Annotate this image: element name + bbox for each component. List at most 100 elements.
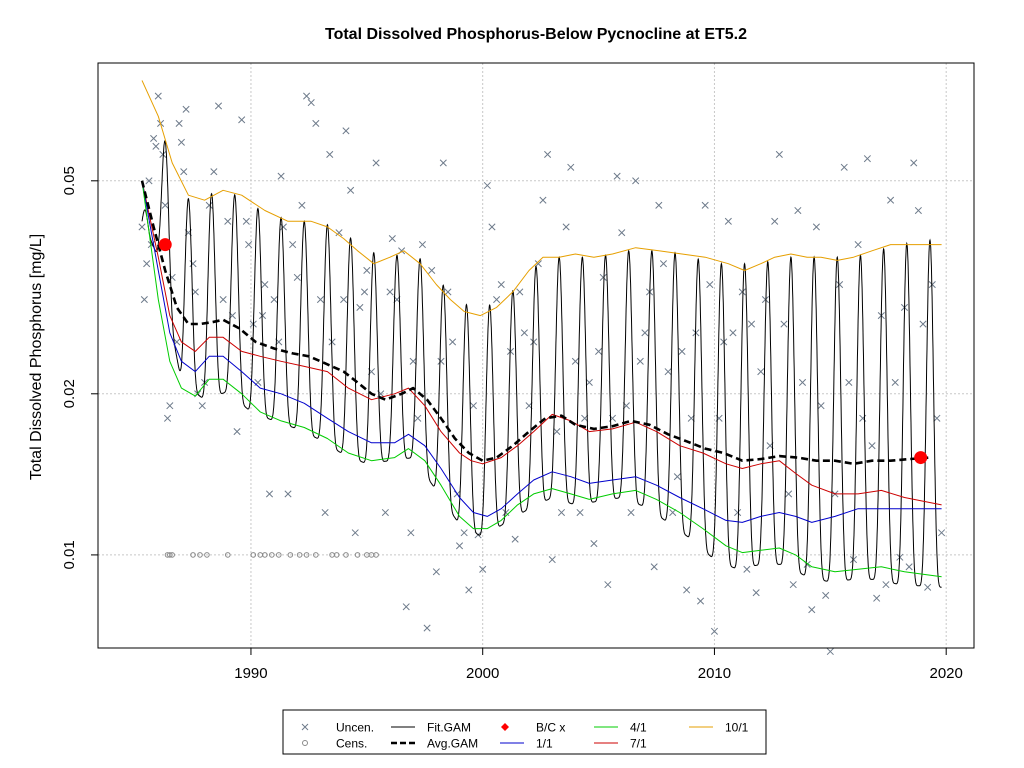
uncensored-point xyxy=(632,177,640,185)
x-tick-label: 2000 xyxy=(466,665,499,682)
uncensored-point xyxy=(284,490,292,498)
uncensored-point xyxy=(347,186,355,194)
uncensored-point xyxy=(822,591,830,599)
censored-point xyxy=(275,552,282,558)
bc-point xyxy=(914,451,928,465)
uncensored-point xyxy=(460,529,468,537)
uncensored-point xyxy=(150,134,158,142)
plot-frame xyxy=(97,62,975,649)
uncensored-point xyxy=(326,150,334,159)
uncensored-point xyxy=(701,201,709,209)
uncensored-point xyxy=(567,163,575,171)
uncensored-point xyxy=(191,288,199,296)
chart-title: Total Dissolved Phosphorus-Below Pycnocl… xyxy=(325,26,747,43)
uncensored-point xyxy=(734,508,742,517)
y-axis-label: Total Dissolved Phosphorus [mg/L] xyxy=(28,234,45,480)
uncensored-point xyxy=(439,159,447,167)
uncensored-point xyxy=(233,428,241,436)
legend-label-bc: B/C x xyxy=(536,721,565,735)
uncensored-point xyxy=(321,508,329,517)
uncensored-point xyxy=(242,217,250,225)
uncensored-point xyxy=(245,241,253,249)
censored-point xyxy=(287,552,294,558)
uncensored-point xyxy=(849,556,858,564)
censored-point xyxy=(303,552,310,558)
bc-point xyxy=(158,238,172,252)
uncensored-point xyxy=(261,280,269,289)
series-lines xyxy=(140,80,942,588)
uncensored-point xyxy=(544,150,552,159)
uncensored-point xyxy=(293,273,301,281)
censored-point xyxy=(167,552,173,558)
uncensored-point xyxy=(437,357,445,365)
uncensored-point xyxy=(604,581,612,589)
uncensored-point xyxy=(312,119,320,127)
uncensored-point xyxy=(154,92,162,100)
uncensored-point xyxy=(449,338,457,346)
censored-points xyxy=(164,552,379,558)
uncensored-point xyxy=(488,223,496,231)
uncensored-point xyxy=(743,565,751,573)
uncensored-point xyxy=(808,606,816,614)
uncensored-point xyxy=(469,402,477,410)
uncensored-point xyxy=(557,508,566,517)
uncensored-point xyxy=(145,177,153,185)
uncensored-point xyxy=(205,201,213,209)
uncensored-point xyxy=(175,119,183,127)
uncensored-point xyxy=(152,142,160,150)
uncensored-point xyxy=(599,273,607,281)
uncensored-point xyxy=(738,288,746,296)
uncensored-point xyxy=(873,594,881,602)
uncensored-point xyxy=(143,260,151,268)
uncensored-point xyxy=(180,168,188,176)
censored-point xyxy=(343,552,349,558)
uncensored-point xyxy=(826,647,834,656)
uncensored-point xyxy=(836,280,844,289)
uncensored-point xyxy=(905,563,913,571)
uncensored-point xyxy=(724,217,732,225)
uncensored-point xyxy=(863,155,871,163)
censored-point xyxy=(296,552,303,558)
series-10-1 xyxy=(141,80,942,317)
uncensored-point xyxy=(511,535,519,543)
uncensored-point xyxy=(418,241,426,249)
uncensored-point xyxy=(794,206,802,215)
uncensored-point xyxy=(553,428,561,436)
uncensored-point xyxy=(414,414,422,422)
y-axis: 0.01 0.02 0.05 xyxy=(61,166,98,570)
uncensored-point xyxy=(298,201,306,209)
censored-point xyxy=(250,552,257,558)
uncensored-point xyxy=(210,168,218,176)
uncensored-point xyxy=(307,99,315,107)
uncensored-point xyxy=(381,508,389,517)
uncensored-point xyxy=(407,529,415,537)
uncensored-point xyxy=(752,589,760,597)
uncensored-point xyxy=(868,442,876,450)
uncensored-point xyxy=(289,241,297,249)
censored-point xyxy=(373,552,379,558)
censored-point xyxy=(333,552,340,558)
series-1-1 xyxy=(141,180,942,523)
uncensored-point xyxy=(775,150,783,159)
uncensored-point xyxy=(428,266,436,275)
uncensored-point xyxy=(159,150,167,159)
censored-point xyxy=(224,552,231,558)
x-axis: 1990 2000 2010 2020 xyxy=(234,647,963,682)
legend-label-r7: 7/1 xyxy=(630,737,647,751)
uncensored-point xyxy=(928,280,936,289)
uncensored-point xyxy=(710,627,718,635)
uncensored-point xyxy=(757,368,765,376)
uncensored-point xyxy=(891,378,899,387)
uncensored-point xyxy=(641,329,649,337)
uncensored-point xyxy=(539,196,547,204)
uncensored-point xyxy=(493,295,501,304)
uncensored-point xyxy=(729,329,737,337)
uncensored-point xyxy=(163,414,172,422)
uncensored-point xyxy=(854,241,862,249)
uncensored-point xyxy=(882,581,890,589)
uncensored-point xyxy=(303,92,311,100)
uncensored-point xyxy=(845,378,853,387)
uncensored-point xyxy=(595,347,603,355)
legend-symbol-cens xyxy=(302,740,308,746)
uncensored-point xyxy=(576,508,584,517)
